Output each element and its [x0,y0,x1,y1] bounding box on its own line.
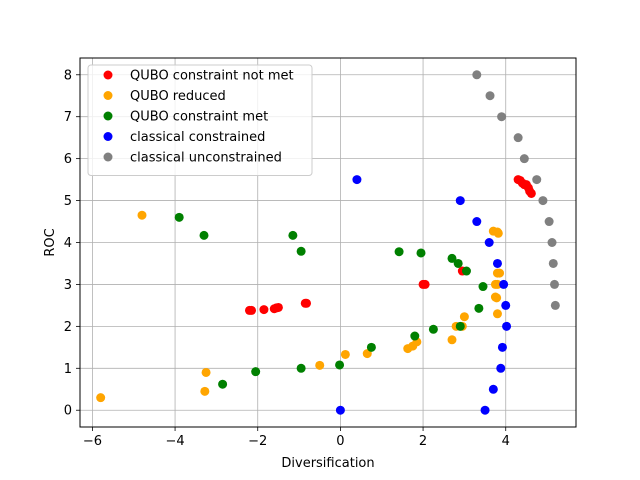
x-axis-label: Diversification [281,456,374,471]
y-tick-label: 0 [64,404,72,419]
point-series-3 [455,196,465,206]
legend-label-0: QUBO constraint not met [130,69,294,84]
point-series-1 [96,393,106,403]
legend-label-2: QUBO constraint met [130,110,268,125]
point-series-2 [366,342,376,352]
point-series-2 [453,258,463,268]
point-series-1 [137,210,147,220]
point-series-2 [428,324,438,334]
legend-label-3: classical constrained [130,130,265,145]
point-series-3 [484,238,494,247]
point-series-3 [472,217,482,227]
point-series-1 [340,349,350,359]
point-series-1 [492,309,502,319]
point-series-1 [315,360,325,370]
point-series-2 [474,303,484,313]
point-series-2 [416,248,426,258]
point-series-3 [480,405,490,415]
point-series-4 [472,70,482,80]
point-series-0 [302,298,312,308]
point-series-1 [447,335,457,345]
point-series-0 [273,302,283,312]
point-series-4 [544,217,554,227]
point-series-1 [492,279,502,289]
point-series-0 [247,305,257,315]
y-tick-label: 4 [64,236,72,251]
point-series-1 [492,293,502,303]
x-tick-label: 4 [502,434,510,449]
point-series-3 [496,363,506,373]
axis-ticks: −6 −4 −2 0 2 4 0 1 2 3 4 5 6 7 8 [64,68,510,449]
point-series-0 [526,188,536,198]
point-series-0 [259,305,269,315]
legend-marker-1 [103,91,113,100]
point-series-2 [251,367,261,377]
x-tick-label: −2 [248,434,267,449]
point-series-3 [499,279,509,289]
point-series-2 [461,266,471,276]
point-series-1 [200,386,210,396]
point-series-3 [501,300,511,310]
point-series-3 [488,384,498,394]
point-series-2 [296,363,306,373]
point-series-2 [288,230,298,240]
point-series-0 [420,279,430,289]
point-series-3 [352,175,362,185]
x-tick-label: −4 [165,434,184,449]
point-series-2 [478,282,488,292]
point-series-4 [538,196,548,206]
point-series-4 [550,279,560,289]
x-tick-label: 2 [419,434,427,449]
point-series-2 [296,246,306,256]
y-tick-label: 3 [64,278,72,293]
point-series-1 [495,268,505,278]
point-series-2 [174,212,184,222]
legend: QUBO constraint not met QUBO reduced QUBO … [87,64,313,176]
legend-label-4: classical unconstrained [130,151,282,166]
x-tick-label: −6 [83,434,102,449]
point-series-4 [497,112,507,122]
y-tick-label: 8 [64,68,72,83]
legend-label-1: QUBO reduced [130,89,226,104]
point-series-2 [447,253,457,263]
y-tick-label: 6 [64,152,72,167]
data-points [96,70,560,415]
point-series-2 [199,230,209,240]
point-series-1 [493,228,503,238]
point-series-3 [335,405,345,415]
y-tick-label: 7 [64,110,72,125]
y-axis-label: ROC [43,228,58,256]
point-series-2 [394,247,404,257]
legend-marker-4 [103,152,113,162]
point-series-2 [410,331,420,341]
point-series-4 [513,133,523,143]
legend-marker-2 [103,111,113,121]
y-tick-label: 2 [64,320,72,335]
point-series-1 [459,312,469,322]
point-series-3 [502,321,512,331]
legend-marker-3 [103,132,113,141]
legend-marker-0 [103,70,113,80]
point-series-2 [218,379,228,389]
legend-box [87,64,313,176]
point-series-1 [201,367,211,377]
point-series-4 [485,91,495,101]
point-series-2 [455,321,465,331]
y-tick-label: 5 [64,194,72,209]
point-series-3 [492,258,502,268]
x-tick-label: 0 [336,434,344,449]
point-series-4 [519,154,529,164]
point-series-4 [547,238,557,247]
point-series-4 [550,300,560,310]
y-tick-label: 1 [64,362,72,377]
point-series-2 [335,360,345,370]
point-series-3 [497,342,507,352]
point-series-4 [532,175,542,185]
point-series-4 [548,258,558,268]
